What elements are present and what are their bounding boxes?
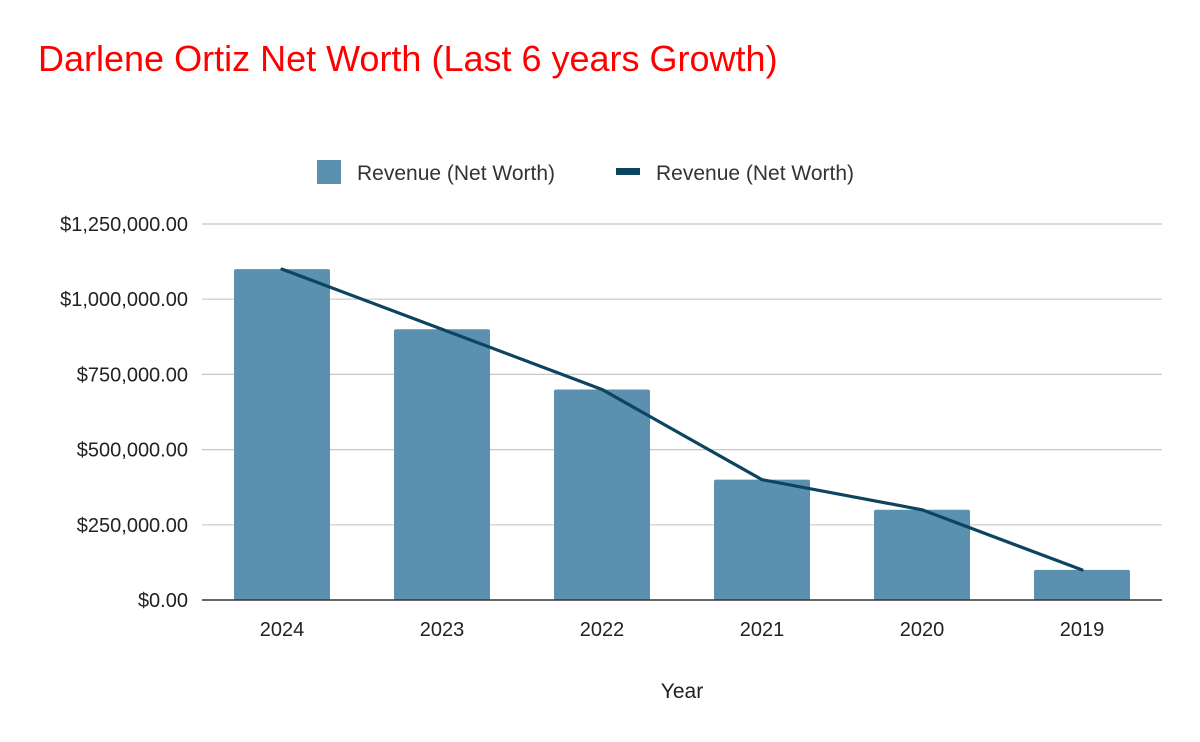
bar (554, 389, 650, 600)
y-tick-label: $750,000.00 (77, 364, 188, 386)
legend-swatch-bar (317, 160, 341, 184)
legend-label-line: Revenue (Net Worth) (656, 162, 854, 185)
x-tick-label: 2020 (900, 619, 945, 641)
bar (394, 329, 490, 600)
trend-line (280, 267, 1084, 572)
y-tick-label: $500,000.00 (77, 440, 188, 462)
bar (874, 509, 970, 600)
legend: Revenue (Net Worth) Revenue (Net Worth) (317, 160, 854, 185)
x-tick-label: 2022 (580, 619, 625, 641)
legend-label-bar: Revenue (Net Worth) (357, 162, 555, 185)
x-tick-label: 2024 (260, 619, 305, 641)
legend-swatch-line (616, 168, 640, 175)
y-tick-label: $1,000,000.00 (60, 289, 188, 311)
chart-title: Darlene Ortiz Net Worth (Last 6 years Gr… (38, 38, 778, 79)
y-tick-label: $0.00 (138, 590, 188, 612)
x-tick-label: 2023 (420, 619, 465, 641)
axes: $0.00 $250,000.00 $500,000.00 $750,000.00 $1… (60, 214, 1162, 703)
bars (234, 269, 1130, 600)
bar (234, 269, 330, 600)
x-tick-label: 2019 (1060, 619, 1105, 641)
y-tick-label: $1,250,000.00 (60, 214, 188, 236)
bar (1034, 569, 1130, 600)
gridlines (202, 223, 1162, 526)
x-axis-title: Year (661, 680, 703, 703)
y-tick-label: $250,000.00 (77, 515, 188, 537)
x-tick-label: 2021 (740, 619, 785, 641)
bar (714, 479, 810, 600)
series-line (280, 267, 1084, 572)
